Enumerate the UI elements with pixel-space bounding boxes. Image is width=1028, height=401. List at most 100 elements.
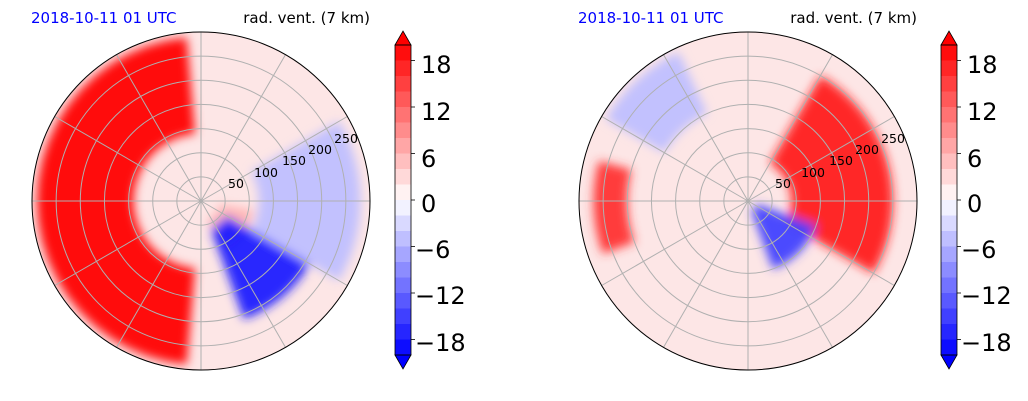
colorbar-segment — [941, 293, 957, 309]
polar-frame — [31, 31, 371, 371]
colorbar-tick: −6 — [415, 236, 450, 264]
colorbar-segment — [395, 339, 411, 356]
colorbar-tick: 6 — [421, 145, 436, 173]
colorbar-segment — [395, 153, 411, 170]
grid-spoke — [747, 54, 833, 202]
colorbar-segment — [395, 184, 411, 201]
colorbar-segment — [395, 324, 411, 340]
radial-tick-label: 250 — [334, 131, 358, 146]
colorbar-segment — [395, 138, 411, 154]
grid-spoke — [747, 116, 895, 202]
grid-spoke — [200, 200, 286, 348]
colorbar-tick: −18 — [415, 329, 466, 357]
colorbar-segment — [941, 45, 957, 61]
colorbar-segment — [395, 200, 411, 216]
panel-left-grid — [32, 32, 370, 370]
grid-spoke — [601, 116, 749, 202]
grid-spoke — [747, 200, 833, 348]
colorbar-extend-min — [940, 354, 958, 370]
panel-right-var-title: rad. vent. (7 km) — [790, 9, 917, 27]
panel-right-colorbar: 18 12 6 0 −6 −12 −18 — [940, 30, 1012, 370]
colorbar-extend-max — [394, 30, 412, 46]
colorbar-tick: 0 — [967, 190, 982, 218]
colorbar-segment — [941, 138, 957, 154]
colorbar-segment — [395, 231, 411, 247]
colorbar-ticks: 18 12 6 0 −6 −12 −18 — [415, 51, 466, 357]
colorbar-segment — [395, 76, 411, 92]
colorbar-segment — [395, 262, 411, 278]
radial-tick-label: 100 — [254, 165, 278, 180]
radial-tick-label: 150 — [829, 153, 853, 168]
colorbar-tick: 18 — [421, 51, 452, 79]
panel-right-time-title: 2018-10-11 01 UTC — [578, 9, 724, 27]
grid-spoke — [663, 200, 749, 348]
colorbar-tick: −12 — [961, 282, 1012, 310]
colorbar-segment — [395, 45, 411, 61]
colorbar-segment — [941, 231, 957, 247]
colorbar-segment — [941, 324, 957, 340]
colorbar-tick: 12 — [967, 98, 998, 126]
panel-right-polar — [579, 32, 917, 370]
colorbar-segment — [941, 60, 957, 77]
field-feature — [751, 204, 817, 270]
colorbar-segment — [941, 200, 957, 216]
colorbar-tick: 0 — [421, 190, 436, 218]
grid-spoke — [200, 200, 348, 286]
radial-tick-label: 200 — [308, 142, 332, 157]
colorbar-segment — [941, 184, 957, 201]
grid-spoke — [116, 200, 202, 348]
panel-left-colorbar: 18 12 6 0 −6 −12 −18 — [394, 30, 466, 370]
colorbar-segment — [941, 215, 957, 232]
panel-right: 2018-10-11 01 UTC rad. vent. (7 km) 50 1… — [578, 9, 1012, 371]
grid-spoke — [54, 116, 202, 202]
colorbar-segment — [941, 308, 957, 325]
panel-left-var-title: rad. vent. (7 km) — [243, 9, 370, 27]
colorbar-segment — [395, 277, 411, 294]
panel-right-radial-labels: 50 100 150 200 250 — [775, 131, 905, 191]
colorbar-tick: −18 — [961, 329, 1012, 357]
colorbar-segment — [395, 169, 411, 185]
colorbar-segment — [395, 107, 411, 123]
field-feature — [210, 215, 310, 319]
panel-left-radial-labels: 50 100 150 200 250 — [228, 131, 358, 191]
colorbar-extend-min — [394, 354, 412, 370]
panel-left: 2018-10-11 01 UTC rad. vent. (7 km) 50 1… — [31, 9, 466, 371]
colorbar-tick: −6 — [961, 236, 996, 264]
radial-tick-label: 200 — [855, 142, 879, 157]
colorbar-segment — [395, 293, 411, 309]
colorbar-tick: 6 — [967, 145, 982, 173]
colorbar-segment — [941, 153, 957, 170]
grid-spoke — [663, 54, 749, 202]
colorbar-segment — [941, 91, 957, 108]
colorbar-segment — [395, 308, 411, 325]
colorbar-segment — [941, 246, 957, 263]
colorbar-tick: 18 — [967, 51, 998, 79]
grid-spoke — [116, 54, 202, 202]
radial-tick-label: 50 — [228, 176, 244, 191]
radial-tick-label: 100 — [801, 165, 825, 180]
panel-left-polar — [32, 32, 370, 370]
colorbar-tick: 12 — [421, 98, 452, 126]
colorbar-segment — [941, 277, 957, 294]
grid-spoke — [747, 200, 895, 286]
polar-frame — [578, 31, 918, 371]
colorbar-tick: −12 — [415, 282, 466, 310]
grid-spoke — [601, 200, 749, 286]
colorbar-segment — [941, 339, 957, 356]
colorbar-segment — [941, 76, 957, 92]
colorbar-segment — [395, 246, 411, 263]
grid-spoke — [200, 116, 348, 202]
radial-tick-label: 50 — [775, 176, 791, 191]
grid-spoke — [200, 54, 286, 202]
colorbar-segment — [941, 169, 957, 185]
grid-spoke — [54, 200, 202, 286]
radial-tick-label: 150 — [282, 153, 306, 168]
colorbar-extend-max — [940, 30, 958, 46]
panel-left-time-title: 2018-10-11 01 UTC — [31, 9, 177, 27]
colorbar-ticks: 18 12 6 0 −6 −12 −18 — [961, 51, 1012, 357]
colorbar-segment — [941, 122, 957, 139]
colorbar-segment — [395, 215, 411, 232]
colorbar-segment — [395, 122, 411, 139]
colorbar-segment — [941, 107, 957, 123]
